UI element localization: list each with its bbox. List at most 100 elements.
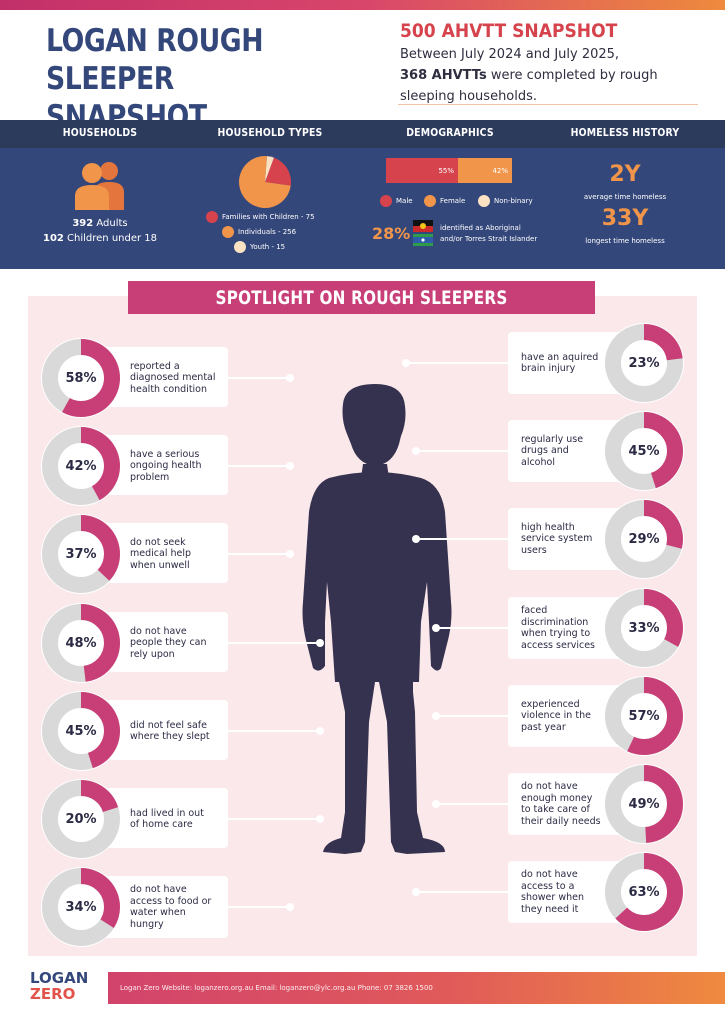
- snapshot-line1: Between July 2024 and July 2025,: [400, 47, 620, 62]
- left-card-line-6-0: do not have: [130, 884, 187, 895]
- left-donut-6: [41, 867, 121, 947]
- left-connector-2: [220, 553, 290, 555]
- right-donut-0-label: 23%: [628, 355, 660, 371]
- right-connector-5: [436, 803, 510, 805]
- left-card-line-0-0: reported a: [130, 360, 180, 372]
- legend-dot-male: [380, 195, 392, 207]
- snapshot-divider: [398, 104, 698, 105]
- legend-dot-female: [424, 195, 436, 207]
- right-donut-2: [604, 499, 684, 579]
- snapshot-line2: 368 AHVTTs were completed by rough: [400, 65, 680, 86]
- page-title: LOGAN ROUGH SLEEPER SNAPSHOT: [46, 22, 338, 136]
- right-card-line-0-0: have an aquired: [521, 351, 599, 363]
- heading-households: HOUSEHOLDS: [62, 126, 138, 139]
- households-counts: 392 Adults 102 Children under 18: [30, 216, 170, 246]
- left-connector-4: [220, 730, 320, 732]
- right-card-line-5-3: their daily needs: [521, 815, 601, 827]
- right-card-line-6-2: shower when: [521, 892, 584, 903]
- left-card-line-2-0: do not seek: [130, 536, 186, 548]
- right-card-line-4-2: past year: [521, 721, 566, 733]
- logo-line1: LOGAN: [30, 969, 89, 987]
- longest-time-value: 33Y: [601, 206, 649, 231]
- left-card-line-4-0: did not feel safe: [130, 719, 207, 731]
- right-card-text-0: have an aquired brain injury: [521, 352, 616, 375]
- right-donut-4-arc: [605, 677, 683, 755]
- left-donut-4-arc: [42, 692, 120, 770]
- right-card-line-3-1: discrimination: [521, 616, 589, 628]
- legend-individuals-label: Individuals - 256: [238, 228, 297, 236]
- legend-youth: Youth - 15: [234, 241, 285, 253]
- aboriginal-text-line1: identified as Aboriginal: [440, 224, 521, 232]
- right-donut-4: [604, 676, 684, 756]
- right-card-line-5-0: do not have: [521, 781, 578, 792]
- left-connector-dot-5: [316, 815, 324, 823]
- right-donut-3-arc: [605, 589, 683, 667]
- right-card-line-1-1: drugs and: [521, 445, 569, 457]
- left-card-text-6: do not have access to food or water when hu…: [130, 884, 225, 930]
- right-card-line-5-2: to take care of: [521, 804, 590, 815]
- people-icon: [75, 162, 124, 210]
- right-donut-2-label: 29%: [628, 531, 660, 547]
- right-donut-6: [604, 852, 684, 932]
- snapshot-bold-count: 368 AHVTTs: [400, 68, 487, 83]
- page-title-line1: LOGAN ROUGH SLEEPER: [46, 23, 264, 97]
- adults-number: 392: [72, 218, 94, 229]
- right-card-line-3-2: when trying to: [521, 628, 591, 639]
- right-card-line-1-0: regularly use: [521, 433, 584, 445]
- left-donut-2-label: 37%: [65, 546, 97, 562]
- right-connector-6: [416, 891, 510, 893]
- left-card-text-1: have a serious ongoing health problem: [130, 449, 225, 484]
- right-card-line-2-2: users: [521, 544, 547, 556]
- pie-slice-2: [265, 156, 274, 182]
- right-card-line-3-0: faced: [521, 605, 548, 616]
- left-connector-dot-1: [286, 462, 294, 470]
- right-donut-0: [604, 323, 684, 403]
- left-donut-1-label: 42%: [65, 458, 97, 474]
- left-card-text-4: did not feel safe where they slept: [130, 720, 225, 743]
- left-donut-0-arc: [42, 339, 120, 417]
- right-donut-3-label: 33%: [628, 620, 660, 636]
- right-donut-5: [604, 764, 684, 844]
- legend-male: Male: [380, 195, 413, 207]
- snapshot-description: Between July 2024 and July 2025, 368 AHV…: [400, 44, 680, 107]
- left-card-line-3-1: people they can: [130, 637, 207, 649]
- right-donut-6-label: 63%: [628, 884, 660, 900]
- legend-dot-individuals: [222, 226, 234, 238]
- left-card-line-1-2: problem: [130, 471, 170, 483]
- right-card-line-6-3: they need it: [521, 903, 579, 915]
- right-donut-2-arc: [605, 500, 683, 578]
- left-card-line-1-1: ongoing health: [130, 460, 202, 472]
- right-card-line-1-2: alcohol: [521, 456, 555, 468]
- torres-strait-flag-icon: [413, 234, 433, 246]
- right-card-text-3: faced discrimination when trying to access …: [521, 605, 616, 651]
- right-donut-1-label: 45%: [628, 443, 660, 459]
- gender-bar-male: 55%: [386, 158, 458, 183]
- legend-families: Families with Children - 75: [206, 211, 315, 223]
- aboriginal-pct: 28%: [372, 224, 411, 243]
- heading-homeless-history: HOMELESS HISTORY: [570, 126, 680, 139]
- left-donut-3: [41, 603, 121, 683]
- left-donut-2: [41, 514, 121, 594]
- adults-label: Adults: [93, 218, 128, 229]
- right-card-text-6: do not have access to a shower when they ne…: [521, 869, 616, 915]
- left-donut-5-arc: [42, 780, 120, 858]
- right-card-line-6-0: do not have: [521, 869, 578, 880]
- gender-bar: 55% 42%: [386, 158, 512, 183]
- logan-zero-logo: LOGAN ZERO: [30, 970, 88, 1002]
- legend-youth-label: Youth - 15: [250, 243, 286, 251]
- right-card-line-0-1: brain injury: [521, 363, 576, 374]
- pie-slice-1: [239, 156, 291, 208]
- left-donut-3-arc: [42, 604, 120, 682]
- left-connector-6: [220, 906, 290, 908]
- avg-time-value: 2Y: [609, 162, 641, 187]
- right-card-text-4: experienced violence in the past year: [521, 699, 616, 734]
- left-card-line-0-1: diagnosed mental: [130, 372, 216, 384]
- right-connector-1: [416, 450, 510, 452]
- left-card-line-1-0: have a serious: [130, 448, 200, 460]
- right-connector-4: [436, 715, 510, 717]
- left-card-text-3: do not have people they can rely upon: [130, 626, 225, 661]
- right-connector-3: [436, 627, 510, 629]
- legend-nonbinary-label: Non-binary: [494, 197, 533, 205]
- snapshot-title: 500 AHVTT SNAPSHOT: [400, 20, 618, 42]
- left-donut-6-arc: [42, 868, 120, 946]
